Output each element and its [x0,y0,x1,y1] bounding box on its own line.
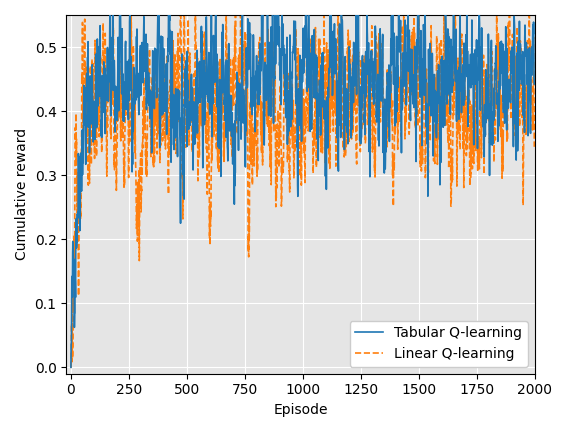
Tabular Q-learning [91,132,98,137]
Linear Q-learning [281,62,287,67]
Tabular Q-learning [293,74,300,79]
Tabular Q-learning [107,13,113,18]
Tabular Q-learning [281,70,287,75]
Linear Q-learning [128,13,134,18]
X-axis label: Episode: Episode [273,403,328,417]
Linear Q-learning [91,156,98,161]
Linear Q-learning [67,365,74,370]
Tabular Q-learning [433,104,439,109]
Linear Q-learning [518,61,524,67]
Tabular Q-learning [518,53,524,58]
Y-axis label: Cumulative reward: Cumulative reward [15,128,29,260]
Linear Q-learning [531,144,538,149]
Tabular Q-learning [67,365,74,370]
Tabular Q-learning [518,72,524,77]
Legend: Tabular Q-learning, Linear Q-learning: Tabular Q-learning, Linear Q-learning [350,321,527,367]
Line: Linear Q-learning: Linear Q-learning [71,15,534,367]
Tabular Q-learning [531,82,538,87]
Linear Q-learning [518,46,524,51]
Linear Q-learning [293,95,300,100]
Line: Tabular Q-learning: Tabular Q-learning [71,15,534,367]
Linear Q-learning [433,95,439,100]
